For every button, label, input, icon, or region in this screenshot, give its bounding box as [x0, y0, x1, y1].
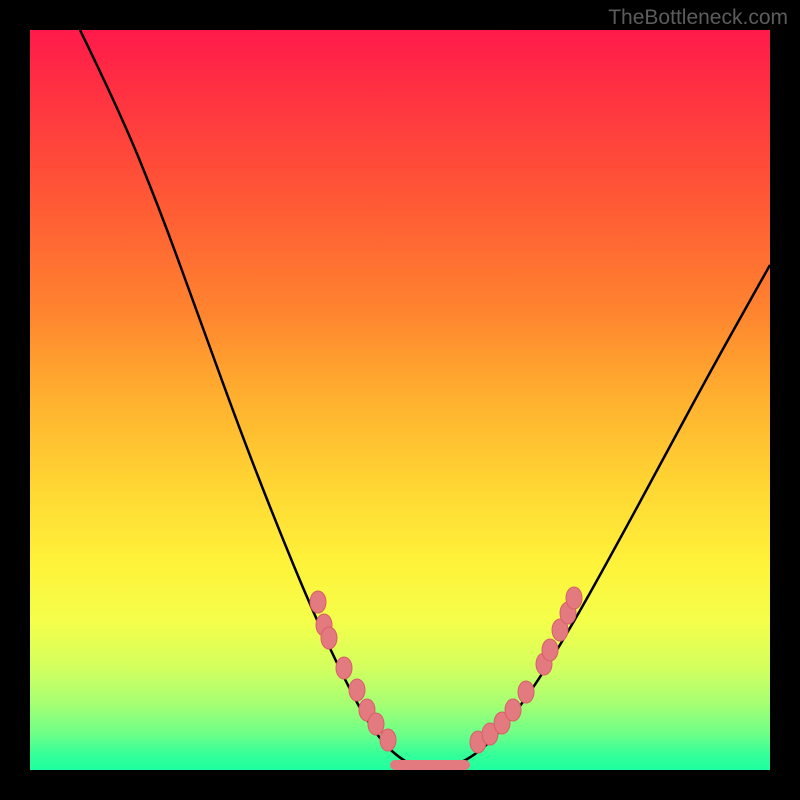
data-marker — [542, 639, 558, 661]
data-marker — [518, 681, 534, 703]
data-marker — [310, 591, 326, 613]
data-marker — [321, 627, 337, 649]
bottleneck-curve — [80, 30, 770, 768]
data-marker — [505, 699, 521, 721]
watermark-text: TheBottleneck.com — [608, 6, 788, 30]
data-marker — [349, 679, 365, 701]
trough-marker-band — [390, 760, 470, 770]
curve-layer — [30, 30, 770, 770]
data-markers — [310, 587, 582, 770]
data-marker — [566, 587, 582, 609]
data-marker — [336, 657, 352, 679]
plot-area — [30, 30, 770, 770]
data-marker — [380, 729, 396, 751]
data-marker — [368, 713, 384, 735]
